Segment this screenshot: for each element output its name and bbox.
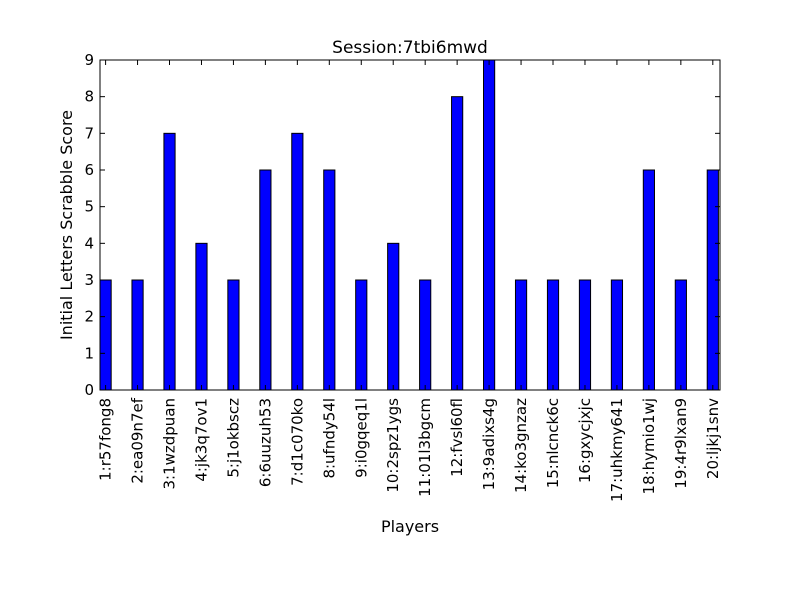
y-axis: 0 1 2 3 4 5 6 7 8 9 [84, 51, 720, 399]
bar [195, 242, 208, 391]
x-axis-label: Players [381, 517, 439, 536]
x-tick-label: 1:r57fong8 [97, 398, 115, 481]
y-tick-label: 2 [84, 308, 94, 326]
x-tick-label: 18:hymio1wj [640, 398, 658, 494]
x-tick-label: 11:01l3bgcm [416, 398, 434, 497]
bar [419, 279, 432, 391]
x-tick-label: 16:gxycjxjc [576, 398, 594, 483]
bar [355, 279, 368, 391]
x-tick-label: 8:ufndy54l [320, 398, 338, 479]
plot-frame [99, 59, 721, 391]
y-tick-label: 5 [84, 198, 94, 216]
bar [546, 279, 560, 391]
y-tick-label: 0 [84, 381, 94, 399]
x-tick-label: 3:1wzdpuan [161, 398, 179, 490]
bar [99, 279, 112, 391]
x-tick-label: 19:4r9lxan9 [672, 398, 690, 489]
x-tick-label: 13:9adixs4g [480, 398, 498, 490]
x-tick-label: 20:ljkj1snv [704, 398, 722, 479]
y-tick-label: 4 [84, 234, 94, 252]
x-tick-label: 14:ko3gnzaz [512, 398, 530, 493]
y-tick-label: 9 [84, 51, 94, 69]
bar [163, 132, 176, 391]
y-tick-label: 8 [84, 88, 94, 106]
bar [674, 279, 687, 391]
y-tick-label: 7 [84, 124, 94, 142]
bar [483, 59, 496, 391]
bar [451, 96, 464, 391]
x-tick-label: 12:fvsl60fl [448, 398, 466, 477]
x-tick-label: 17:uhkmy641 [608, 398, 626, 502]
bar [514, 279, 528, 391]
bar [131, 279, 144, 391]
y-tick-label: 1 [84, 344, 94, 362]
y-tick-label: 6 [84, 161, 94, 179]
y-axis-label: Initial Letters Scrabble Score [57, 110, 76, 340]
bar [578, 279, 592, 391]
bar [291, 132, 304, 391]
x-tick-label: 6:6uuzuh53 [256, 398, 274, 487]
x-tick-label: 2:ea09n7ef [129, 397, 147, 483]
y-tick-label: 3 [84, 271, 94, 289]
x-tick-label: 7:d1c070ko [288, 398, 306, 486]
x-tick-label: 4:jk3q7ov1 [192, 398, 210, 482]
bar [610, 279, 624, 391]
chart-title: Session:7tbi6mwd [332, 38, 488, 58]
x-axis: 1:r57fong8 2:ea09n7ef 3:1wzdpuan 4:jk3q7ov1… [97, 60, 722, 502]
x-tick-label: 9:i0gqeq1l [352, 398, 370, 478]
bar [259, 169, 272, 391]
x-tick-label: 15:nlcnck6c [544, 398, 562, 488]
bar [642, 169, 655, 391]
bar [387, 242, 400, 391]
x-tick-label: 10:2spz1ygs [384, 398, 402, 493]
bar [323, 169, 336, 391]
bar [227, 279, 240, 391]
x-tick-label: 5:j1okbscz [224, 398, 242, 478]
